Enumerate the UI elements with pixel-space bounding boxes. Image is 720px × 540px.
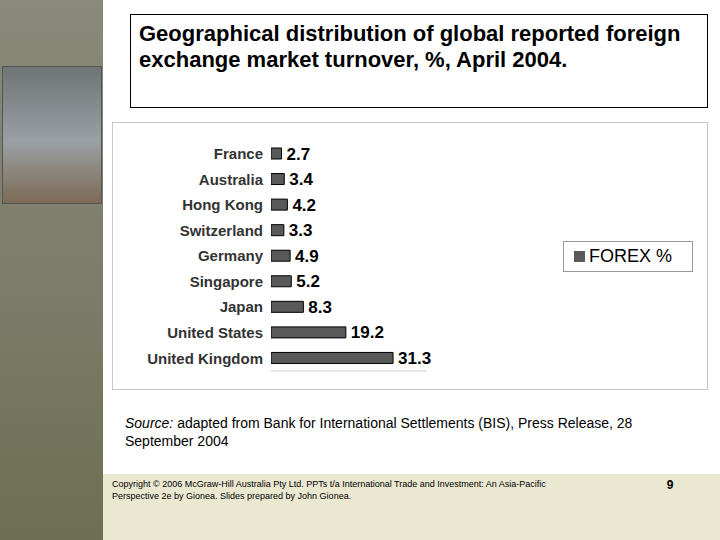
html-text:FOREX %: FOREX % [589,245,672,266]
svg-text:4.2: 4.2 [292,196,316,215]
svg-text:4.9: 4.9 [295,247,319,266]
svg-text:Japan: Japan [220,298,263,315]
svg-text:3.4: 3.4 [289,170,313,189]
svg-text:Australia: Australia [199,171,264,188]
svg-text:8.3: 8.3 [308,298,332,317]
svg-text:Singapore: Singapore [190,273,263,290]
svg-text:United Kingdom: United Kingdom [147,350,263,367]
svg-text:France: France [214,145,263,162]
svg-text:Hong Kong: Hong Kong [182,196,263,213]
svg-text:Switzerland: Switzerland [180,222,263,239]
html-text:Copyright © 2006 McGraw-Hill A: Copyright © 2006 McGraw-Hill Australia P… [112,479,546,501]
svg-text:Germany: Germany [198,247,264,264]
svg-text:United States: United States [167,324,263,341]
html-text:9: 9 [666,478,674,492]
svg-text:2.7: 2.7 [287,145,311,164]
svg-text:19.2: 19.2 [351,323,384,342]
svg-text:31.3: 31.3 [398,349,431,368]
svg-text:5.2: 5.2 [296,272,320,291]
html-text:Geographical distribution of g: Geographical distribution of global repo… [139,21,681,72]
svg-text:3.3: 3.3 [289,221,313,240]
html-text:Source: adapted from Bank for: Source: adapted from Bank for Internatio… [125,415,633,449]
